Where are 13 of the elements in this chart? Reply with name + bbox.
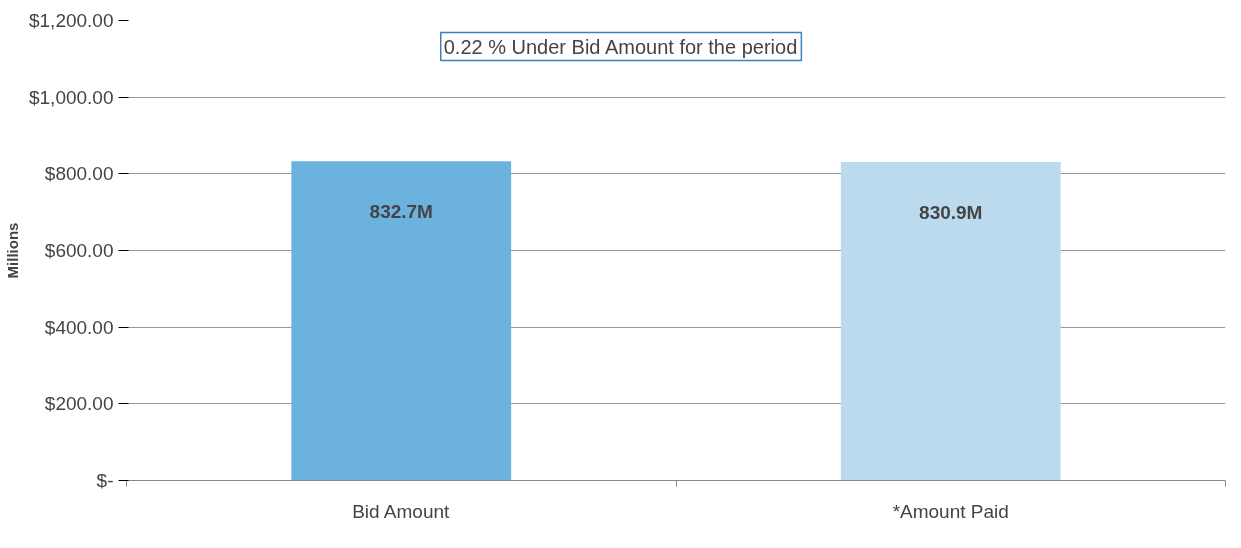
y-tick-label: $1,200.00 — [28, 10, 114, 31]
annotation: 0.22 % Under Bid Amount for the period — [443, 35, 798, 58]
data-label: 832.7M — [369, 201, 433, 223]
y-tick-label: $600.00 — [44, 240, 114, 261]
y-tick-label: $200.00 — [44, 393, 114, 415]
y-tick-label: $1,000.00 — [28, 86, 114, 108]
x-tick-label: *Amount Paid — [892, 500, 1009, 522]
y-tick-label: $400.00 — [44, 316, 114, 338]
y-axis-title: Millions — [3, 222, 21, 279]
y-tick-label: $- — [96, 470, 114, 491]
y-tick-label: $800.00 — [44, 163, 114, 185]
x-tick-label: Bid Amount — [352, 500, 451, 522]
data-label: 830.9M — [919, 201, 983, 223]
